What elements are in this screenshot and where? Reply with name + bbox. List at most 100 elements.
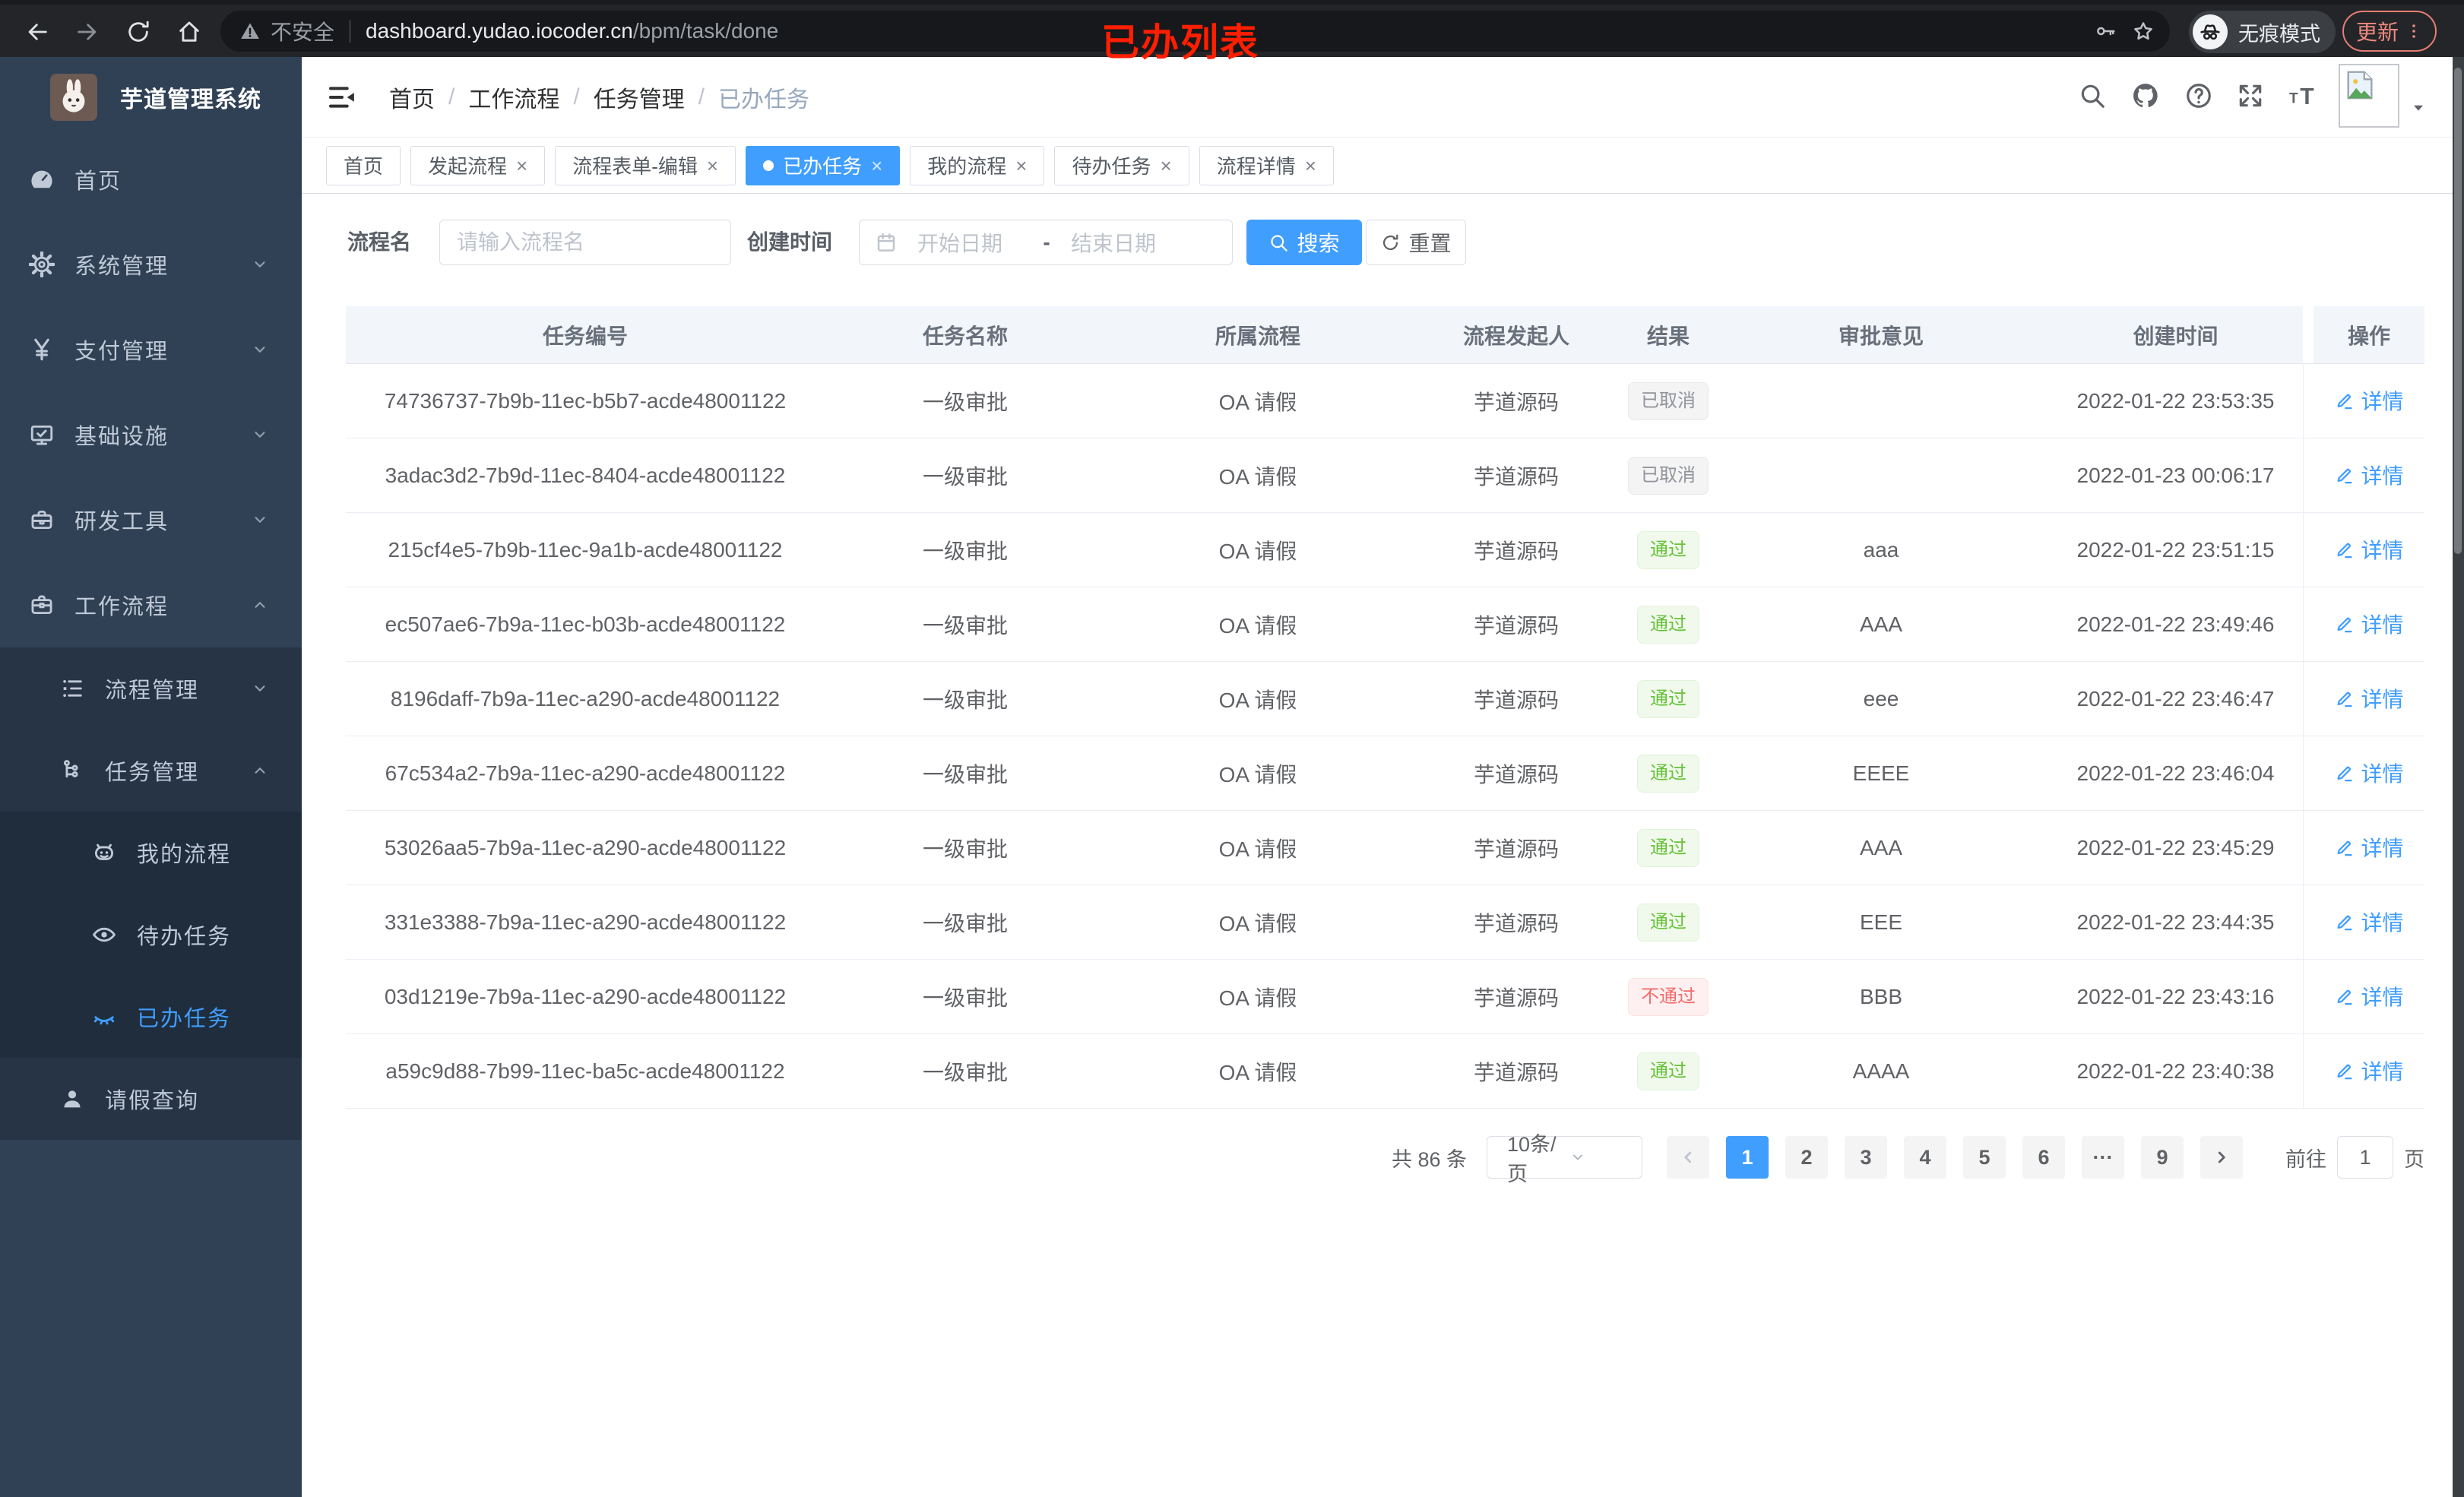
help-icon[interactable] — [2184, 81, 2213, 110]
goto-page-input[interactable] — [2337, 1136, 2393, 1179]
total-count: 共 86 条 — [1391, 1147, 1467, 1171]
date-range-picker[interactable]: 开始日期 - 结束日期 — [859, 220, 1233, 265]
security-label[interactable]: 不安全 — [271, 21, 335, 44]
close-tab-icon[interactable]: × — [871, 153, 883, 177]
close-tab-icon[interactable]: × — [1304, 153, 1316, 177]
range-separator: - — [1043, 230, 1050, 254]
sidebar-item-task-management[interactable]: 任务管理 — [0, 730, 302, 812]
menu-dots-icon[interactable] — [2405, 22, 2423, 40]
sidebar-item-payment[interactable]: 支付管理 — [0, 307, 302, 392]
breadcrumb-item[interactable]: 工作流程 — [468, 87, 560, 112]
more-pages-button[interactable]: ··· — [2082, 1136, 2124, 1179]
sidebar-item-leave-query[interactable]: 请假查询 — [0, 1058, 302, 1140]
detail-link[interactable]: 详情 — [2334, 981, 2404, 1011]
detail-link[interactable]: 详情 — [2334, 609, 2404, 639]
table-cell: OA 请假 — [1218, 539, 1297, 563]
sidebar-item-process-management[interactable]: 流程管理 — [0, 647, 302, 730]
browser-chrome: 不安全 dashboard.yudao.iocoder.cn/bpm/task/… — [0, 0, 2464, 64]
tab-process-detail[interactable]: 流程详情 × — [1199, 145, 1334, 185]
forward-button[interactable] — [67, 11, 108, 52]
detail-link[interactable]: 详情 — [2334, 534, 2404, 565]
tab-home[interactable]: 首页 — [326, 145, 401, 185]
detail-link[interactable]: 详情 — [2334, 907, 2404, 937]
window-scrollbar[interactable] — [2453, 57, 2464, 1497]
page-button-6[interactable]: 6 — [2022, 1136, 2065, 1179]
sidebar-item-home[interactable]: 首页 — [0, 137, 302, 222]
detail-link[interactable]: 详情 — [2334, 460, 2404, 490]
browser-update-button[interactable]: 更新 — [2342, 11, 2437, 52]
next-page-button[interactable] — [2200, 1136, 2243, 1179]
fullscreen-icon[interactable] — [2236, 81, 2265, 110]
avatar-caret-icon[interactable] — [2410, 100, 2427, 116]
detail-link[interactable]: 详情 — [2334, 758, 2404, 788]
end-date-placeholder[interactable]: 结束日期 — [1071, 232, 1157, 255]
detail-link-label: 详情 — [2361, 911, 2404, 935]
table-cell: 2022-01-22 23:40:38 — [2076, 1059, 2275, 1083]
home-button[interactable] — [169, 11, 210, 52]
page-button-9[interactable]: 9 — [2141, 1136, 2184, 1179]
close-tab-icon[interactable]: × — [1160, 153, 1172, 177]
sidebar-item-system[interactable]: 系统管理 — [0, 222, 302, 307]
detail-link[interactable]: 详情 — [2334, 385, 2404, 416]
sidebar-item-dev-tools[interactable]: 研发工具 — [0, 477, 302, 562]
tab-my-process[interactable]: 我的流程 × — [910, 145, 1045, 185]
detail-link[interactable]: 详情 — [2334, 1055, 2404, 1086]
scrollbar-thumb[interactable] — [2454, 68, 2462, 554]
tab-todo-tasks[interactable]: 待办任务 × — [1054, 145, 1189, 185]
avatar[interactable] — [2339, 64, 2399, 128]
table-gutter — [2303, 885, 2314, 959]
tab-done-tasks[interactable]: 已办任务 × — [746, 145, 901, 185]
page-content: 流程名 创建时间 开始日期 - 结束日期 搜索 重置 任务编号 任务名称 所属流程 流… — [302, 194, 2464, 1497]
breadcrumb-item[interactable]: 首页 — [389, 87, 435, 112]
sidebar-item-todo-tasks[interactable]: 待办任务 — [0, 894, 302, 976]
detail-link[interactable]: 详情 — [2334, 683, 2404, 714]
close-tab-icon[interactable]: × — [1015, 153, 1028, 177]
start-date-placeholder[interactable]: 开始日期 — [917, 232, 1003, 255]
annotation-done-list: 已办列表 — [1101, 21, 1259, 64]
tab-process-form-edit[interactable]: 流程表单-编辑 × — [555, 145, 736, 185]
reload-button[interactable] — [118, 11, 159, 52]
collapse-sidebar-button[interactable] — [327, 82, 357, 112]
breadcrumb-item[interactable]: 任务管理 — [593, 87, 685, 112]
page-button-1[interactable]: 1 — [1726, 1136, 1769, 1179]
table-cell: OA 请假 — [1218, 911, 1297, 935]
search-icon[interactable] — [2078, 81, 2107, 110]
chevron-down-icon — [250, 510, 270, 530]
table-gutter — [2303, 736, 2314, 810]
github-icon[interactable] — [2131, 81, 2160, 110]
key-icon[interactable] — [2094, 20, 2117, 43]
table-cell: OA 请假 — [1218, 688, 1297, 712]
url-bar[interactable]: 不安全 dashboard.yudao.iocoder.cn/bpm/task/… — [220, 11, 2170, 52]
tab-start-process[interactable]: 发起流程 × — [410, 145, 546, 185]
table-cell: 芋道源码 — [1473, 539, 1559, 563]
bookmark-star-icon[interactable] — [2132, 20, 2155, 43]
sidebar-item-my-process[interactable]: 我的流程 — [0, 812, 302, 894]
page-button-5[interactable]: 5 — [1963, 1136, 2006, 1179]
detail-link[interactable]: 详情 — [2334, 832, 2404, 862]
page-button-2[interactable]: 2 — [1785, 1136, 1828, 1179]
sidebar-item-done-tasks[interactable]: 已办任务 — [0, 976, 302, 1058]
table-cell: ec507ae6-7b9a-11ec-b03b-acde48001122 — [385, 612, 786, 636]
back-button[interactable] — [17, 11, 58, 52]
sidebar-item-infrastructure[interactable]: 基础设施 — [0, 392, 302, 477]
page-button-4[interactable]: 4 — [1904, 1136, 1946, 1179]
list-icon — [59, 676, 85, 701]
reset-button[interactable]: 重置 — [1366, 220, 1466, 265]
page-button-3[interactable]: 3 — [1845, 1136, 1887, 1179]
table-row: 215cf4e5-7b9b-11ec-9a1b-acde48001122 一级审批… — [346, 513, 2424, 587]
page-size-select[interactable]: 10条/页 — [1487, 1133, 1642, 1185]
table-cell: 2022-01-22 23:46:47 — [2076, 686, 2275, 711]
search-button[interactable]: 搜索 — [1246, 220, 1362, 265]
sidebar-item-workflow[interactable]: 工作流程 — [0, 562, 302, 647]
detail-link-label: 详情 — [2361, 613, 2404, 638]
close-tab-icon[interactable]: × — [706, 153, 719, 177]
table-row: 74736737-7b9b-11ec-b5b7-acde48001122 一级审批… — [346, 364, 2424, 438]
app-title: 芋道管理系统 — [120, 87, 261, 112]
prev-page-button[interactable] — [1667, 1136, 1709, 1179]
close-tab-icon[interactable]: × — [516, 153, 528, 177]
process-name-input[interactable] — [439, 220, 731, 265]
table-gutter — [2303, 438, 2314, 512]
table-row: 8196daff-7b9a-11ec-a290-acde48001122 一级审批… — [346, 662, 2424, 736]
